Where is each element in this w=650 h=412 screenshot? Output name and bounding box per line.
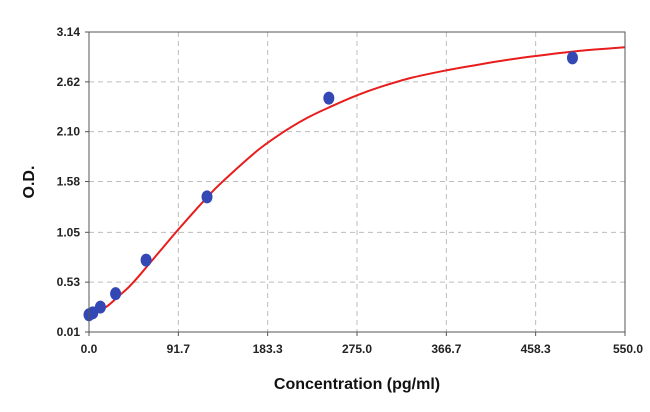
y-tick-label: 0.53 [57, 275, 81, 289]
x-tick-label: 0.0 [81, 342, 98, 356]
points-layer [83, 51, 578, 322]
y-axis-title: O.D. [21, 166, 38, 199]
y-tick-label: 1.58 [57, 175, 81, 189]
x-tick-label: 458.3 [521, 342, 551, 356]
y-tick-label: 2.10 [57, 125, 81, 139]
y-tick-label: 3.14 [57, 25, 81, 39]
x-axis-ticks: 0.0 91.7 183.3 275.0 366.7 458.3 550.0 [81, 332, 643, 356]
x-tick-label: 91.7 [167, 342, 191, 356]
fit-curve [88, 46, 626, 319]
data-point [566, 51, 578, 65]
grid [89, 32, 625, 332]
x-tick-label: 550.0 [613, 342, 643, 356]
x-tick-label: 183.3 [253, 342, 283, 356]
data-point [140, 253, 152, 267]
x-axis-title: Concentration (pg/ml) [274, 376, 440, 393]
data-point [201, 190, 213, 204]
data-point [94, 300, 106, 314]
y-tick-label: 0.01 [57, 325, 81, 339]
x-tick-label: 275.0 [342, 342, 372, 356]
fit-curve-layer [88, 46, 626, 319]
x-tick-label: 366.7 [431, 342, 461, 356]
y-axis-ticks: 0.01 0.53 1.05 1.58 2.10 2.62 3.14 [57, 25, 89, 339]
data-point [110, 287, 122, 301]
y-tick-label: 1.05 [57, 225, 81, 239]
data-point [323, 91, 335, 105]
y-tick-label: 2.62 [57, 75, 81, 89]
